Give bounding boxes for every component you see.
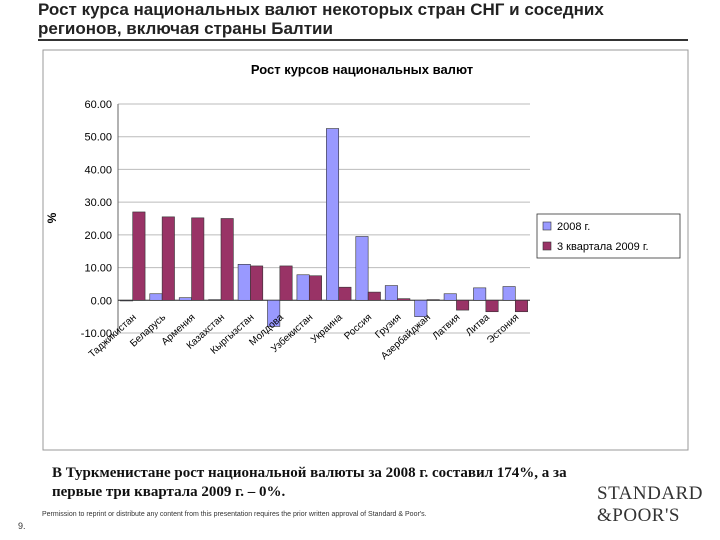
bar [279,265,293,301]
y-tick-label: 30.00 [84,197,112,209]
bar [208,299,222,301]
chart-title: Рост курсов национальных валют [251,62,473,77]
y-tick-label: 0.00 [91,295,112,307]
bar [237,263,251,301]
bar [514,299,528,313]
bar [367,291,381,301]
legend-swatch [542,241,552,251]
bar [120,299,134,302]
bar [220,218,234,301]
bar [338,286,352,301]
bar [308,275,322,301]
bar [178,297,192,301]
bar [191,217,205,301]
slide-title: Рост курса национальных валют некоторых … [38,0,688,41]
logo-line: &POOR'S [597,505,680,526]
footer: Permission to reprint or distribute any … [42,511,427,518]
bar [161,216,175,301]
bar [426,299,440,301]
bar [149,293,163,301]
bar [414,299,428,317]
y-tick-label: 10.00 [84,263,112,275]
bar [443,293,457,301]
bar [473,287,487,301]
legend-swatch [542,221,552,231]
bar [397,298,411,301]
bar [485,299,499,313]
y-tick-label: 60.00 [84,99,112,111]
logo: STANDARD &POOR'S [597,483,703,527]
bar [296,274,310,301]
y-tick-label: 40.00 [84,164,112,176]
bar [250,265,264,301]
bar [355,236,369,301]
y-axis-label: % [45,212,59,223]
bar [456,299,470,311]
note: В Туркменистане рост национальной валюты… [52,465,567,500]
legend-frame [536,213,681,259]
bar [267,299,281,327]
bar [326,128,340,301]
page-number: 9. [18,521,26,531]
y-tick-label: -10.00 [81,328,112,340]
legend-label: 3 квартала 2009 г. [557,241,649,253]
logo-line: STANDARD [597,483,703,504]
bar [502,286,516,301]
y-tick-label: 20.00 [84,230,112,242]
legend-label: 2008 г. [557,221,590,233]
bar [132,211,146,301]
bar [384,285,398,301]
y-tick-label: 50.00 [84,132,112,144]
